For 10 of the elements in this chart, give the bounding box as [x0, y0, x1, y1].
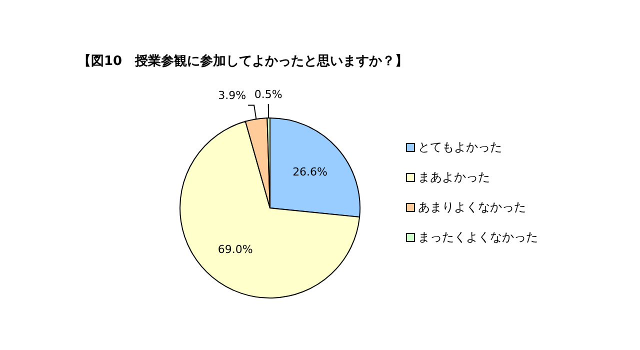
- legend-label: とてもよかった: [418, 138, 502, 156]
- chart-title: 【図10 授業参観に参加してよかったと思いますか？】: [77, 53, 410, 71]
- pie-slice: [180, 120, 360, 298]
- data-label: 69.0%: [218, 242, 253, 256]
- legend-label: まったくよくなかった: [418, 228, 538, 246]
- data-label: 0.5%: [254, 88, 282, 102]
- data-label: 26.6%: [292, 165, 328, 178]
- legend-label: まあよかった: [418, 168, 490, 186]
- legend-label: あまりよくなかった: [418, 198, 526, 216]
- data-label: 3.9%: [218, 89, 246, 102]
